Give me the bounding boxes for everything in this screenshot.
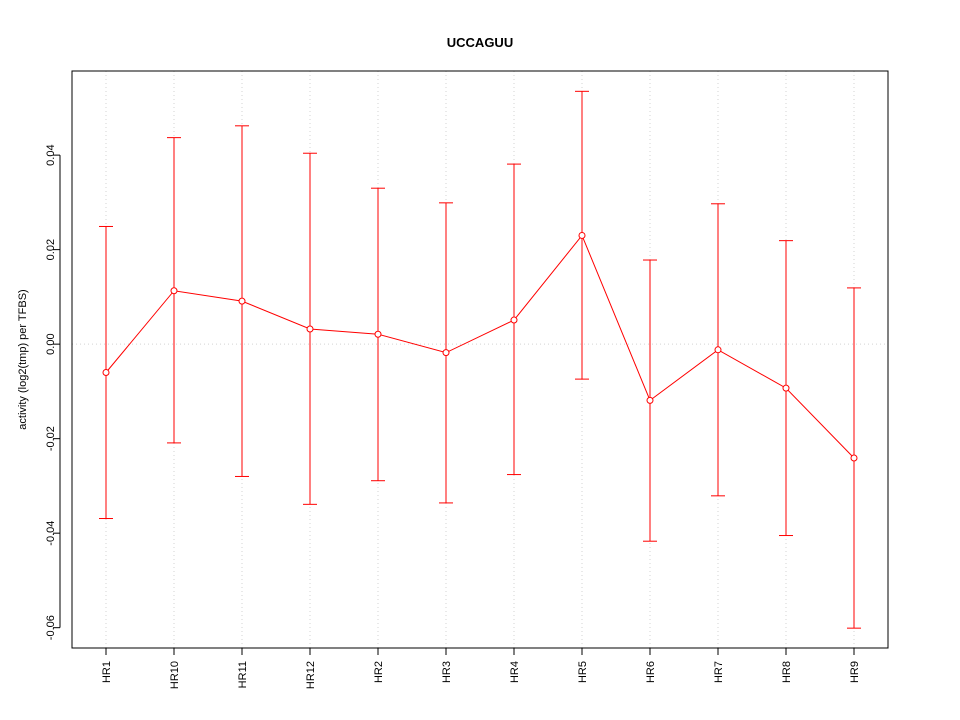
data-point	[578, 231, 586, 239]
y-tick-label: 0.04	[45, 144, 57, 165]
x-tick-label: HR2	[373, 661, 385, 683]
data-point	[646, 396, 654, 404]
data-point	[442, 349, 450, 357]
x-tick-label: HR6	[645, 661, 657, 683]
series-line	[105, 234, 855, 459]
y-tick-label: 0.00	[45, 333, 57, 354]
data-point	[238, 297, 246, 305]
x-tick-label: HR8	[781, 661, 793, 683]
data-point	[306, 325, 314, 333]
y-tick-label: -0.02	[45, 426, 57, 451]
x-tick-label: HR3	[441, 661, 453, 683]
data-point	[782, 384, 790, 392]
x-tick-label: HR4	[509, 661, 521, 683]
y-axis-title: activity (log2(tmp) per TFBS)	[17, 289, 29, 429]
plot-frame	[71, 70, 889, 649]
grid-layer	[72, 71, 888, 648]
x-tick-label: HR7	[713, 661, 725, 683]
x-tick-label: HR11	[237, 661, 249, 688]
data-point	[374, 330, 382, 338]
y-tick-label: -0.06	[45, 615, 57, 640]
axis-layer: -0.06 -0.04 -0.02 0.00 0.02 0.04 HR1 HR10 HR11 HR…	[45, 144, 861, 689]
data-point	[850, 454, 858, 462]
x-tick-label: HR9	[849, 661, 861, 683]
data-point	[510, 316, 518, 324]
data-point	[714, 346, 722, 354]
chart-title: UCCAGUU	[447, 35, 513, 50]
data-layer	[99, 90, 861, 629]
x-tick-label: HR1	[101, 661, 113, 683]
y-tick-label: -0.04	[45, 521, 57, 546]
x-tick-label: HR12	[305, 661, 317, 689]
x-tick-label: HR10	[169, 661, 181, 689]
data-point	[102, 368, 110, 376]
y-tick-label: 0.02	[45, 239, 57, 260]
data-point	[170, 287, 178, 295]
x-tick-label: HR5	[577, 661, 589, 683]
